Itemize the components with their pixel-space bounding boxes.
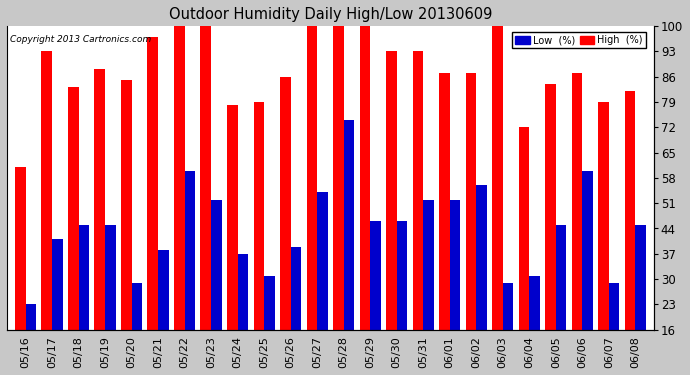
Bar [52, 239, 63, 375]
Bar [519, 127, 529, 375]
Legend: Low  (%), High  (%): Low (%), High (%) [512, 32, 646, 48]
Bar [529, 276, 540, 375]
Bar [237, 254, 248, 375]
Bar [492, 26, 503, 375]
Bar [132, 283, 142, 375]
Text: Copyright 2013 Cartronics.com: Copyright 2013 Cartronics.com [10, 35, 151, 44]
Bar [253, 102, 264, 375]
Bar [26, 304, 36, 375]
Bar [68, 87, 79, 375]
Bar [121, 80, 132, 375]
Bar [386, 51, 397, 375]
Bar [598, 102, 609, 375]
Title: Outdoor Humidity Daily High/Low 20130609: Outdoor Humidity Daily High/Low 20130609 [169, 7, 492, 22]
Bar [609, 283, 620, 375]
Bar [148, 37, 158, 375]
Bar [503, 283, 513, 375]
Bar [306, 26, 317, 375]
Bar [359, 26, 370, 375]
Bar [264, 276, 275, 375]
Bar [397, 221, 407, 375]
Bar [95, 69, 105, 375]
Bar [582, 171, 593, 375]
Bar [344, 120, 354, 375]
Bar [555, 225, 566, 375]
Bar [545, 84, 555, 375]
Bar [572, 73, 582, 375]
Bar [227, 105, 237, 375]
Bar [105, 225, 116, 375]
Bar [635, 225, 646, 375]
Bar [333, 26, 344, 375]
Bar [174, 26, 185, 375]
Bar [201, 26, 211, 375]
Bar [79, 225, 89, 375]
Bar [290, 247, 302, 375]
Bar [423, 200, 434, 375]
Bar [450, 200, 460, 375]
Bar [15, 167, 26, 375]
Bar [439, 73, 450, 375]
Bar [41, 51, 52, 375]
Bar [413, 51, 423, 375]
Bar [624, 91, 635, 375]
Bar [211, 200, 221, 375]
Bar [280, 76, 290, 375]
Bar [185, 171, 195, 375]
Bar [317, 192, 328, 375]
Bar [476, 185, 487, 375]
Bar [466, 73, 476, 375]
Bar [370, 221, 381, 375]
Bar [158, 250, 168, 375]
